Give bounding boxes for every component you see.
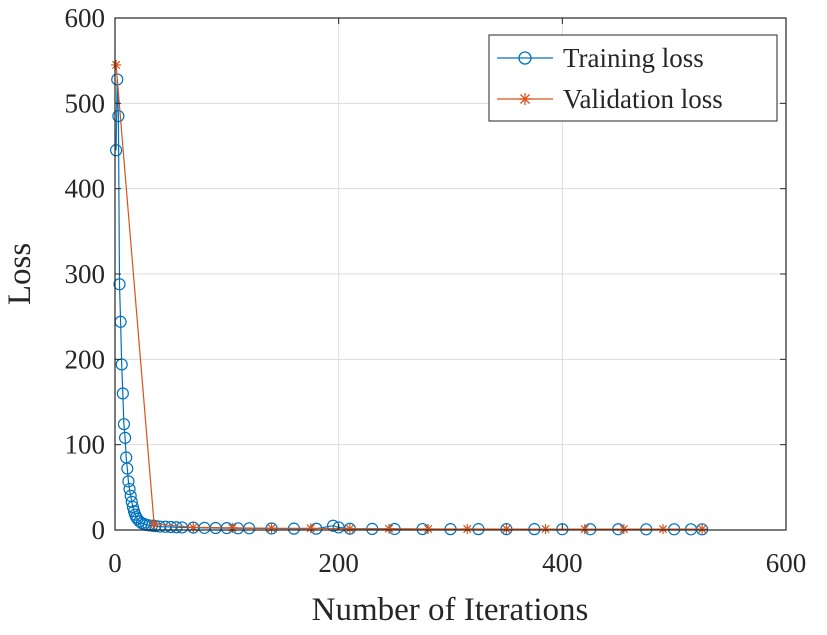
y-tick-label: 500	[65, 88, 106, 118]
data-point	[113, 278, 126, 291]
data-point	[149, 520, 162, 533]
data-point	[540, 524, 551, 535]
data-point	[170, 521, 183, 534]
x-tick-label: 600	[766, 548, 807, 578]
data-point	[116, 387, 129, 400]
legend-validation-label: Validation loss	[563, 84, 723, 114]
data-point	[501, 524, 512, 535]
data-point	[618, 524, 629, 535]
legend: Training loss Validation loss	[488, 34, 778, 122]
x-tick-label: 200	[318, 548, 359, 578]
data-point	[657, 524, 668, 535]
data-point	[383, 523, 394, 534]
series-1	[111, 59, 708, 535]
x-tick-label: 0	[108, 548, 122, 578]
legend-training-marker	[518, 51, 532, 65]
data-point	[121, 462, 134, 475]
data-point	[111, 59, 122, 70]
series-line	[115, 64, 703, 530]
data-point	[115, 358, 128, 371]
y-tick-label: 0	[92, 515, 106, 545]
data-point	[118, 431, 132, 444]
data-point	[110, 144, 123, 157]
tick-layer: 0 200 400 600 0 100 200 300 400 500 600	[65, 3, 807, 578]
data-point	[227, 522, 238, 533]
data-point	[117, 418, 131, 431]
y-tick-label: 600	[65, 3, 106, 33]
data-point	[266, 523, 277, 534]
data-point	[579, 524, 590, 535]
x-tick-label: 400	[542, 548, 583, 578]
series-layer	[110, 59, 709, 536]
legend-box	[488, 34, 778, 122]
data-point	[149, 519, 160, 530]
y-tick-label: 100	[65, 430, 106, 460]
y-tick-label: 400	[65, 174, 106, 204]
y-tick-label: 300	[65, 259, 106, 289]
legend-training-label: Training loss	[563, 43, 704, 73]
y-axis-title: Loss	[2, 243, 38, 305]
data-point	[125, 495, 138, 508]
data-point	[123, 482, 136, 496]
data-point	[188, 522, 199, 533]
data-point	[112, 110, 125, 123]
x-axis-title: Number of Iterations	[312, 592, 589, 628]
y-tick-label: 200	[65, 344, 106, 374]
data-point	[462, 523, 473, 534]
data-point	[697, 524, 708, 535]
data-point	[344, 523, 355, 534]
data-point	[122, 475, 135, 488]
data-point	[423, 523, 434, 534]
data-point	[305, 523, 316, 534]
legend-validation-marker	[519, 93, 531, 105]
